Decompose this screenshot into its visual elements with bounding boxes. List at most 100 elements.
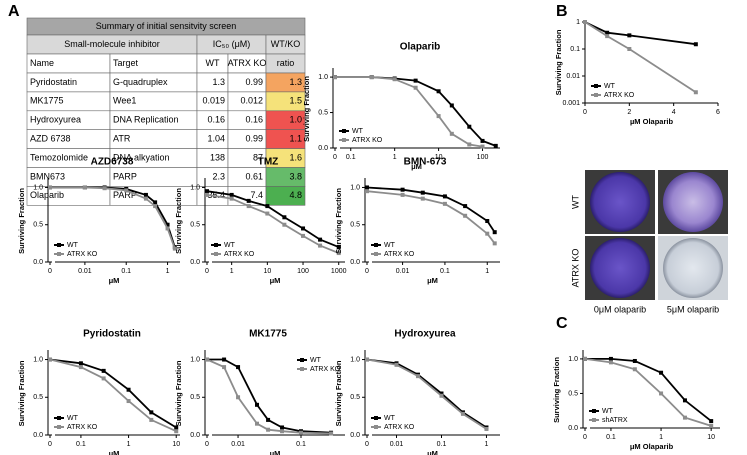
table-cell-text: 2.3 [212, 171, 225, 181]
data-point [205, 192, 209, 197]
series-line [584, 21, 696, 46]
data-point [280, 429, 285, 434]
data-point [265, 211, 270, 216]
data-point [282, 222, 287, 227]
x-tick-label: 1 [485, 268, 489, 275]
table-cell-text: 0.61 [245, 171, 263, 181]
x-tick-label: 0 [583, 434, 587, 441]
table-cell-text: MK1775 [30, 96, 64, 106]
x-tick-label: 0.01 [78, 268, 92, 275]
legend-label: ATRX KO [384, 424, 415, 431]
chart-title: Pyridostatin [83, 329, 141, 340]
data-point [229, 196, 234, 201]
data-point [439, 391, 444, 396]
data-point [102, 186, 107, 191]
y-tick-label: 0.5 [190, 222, 200, 229]
data-point [153, 200, 158, 205]
table-header: IC₅₀ (μM) [213, 39, 251, 49]
series-line [49, 358, 177, 429]
table-cell-text: Wee1 [113, 96, 136, 106]
y-tick-label: 0.5 [190, 394, 200, 401]
chart: 0.0 0.5 1.0 0 0.01 0.1 1 AZD6738 μM Surviving Fra… [17, 157, 180, 285]
data-point [282, 215, 287, 220]
table-cell-text: DNA alkyation [113, 152, 170, 162]
table-cell-text: 4.8 [289, 190, 302, 200]
data-point [420, 196, 425, 201]
data-point [460, 411, 465, 416]
legend-marker [342, 129, 346, 133]
data-point [174, 429, 179, 434]
table-cell-text: 138 [210, 152, 225, 162]
y-tick-label: 1.0 [33, 184, 43, 191]
plate-row-label: WT [570, 195, 580, 209]
legend-marker [300, 358, 304, 362]
data-point [236, 365, 241, 370]
legend-marker [592, 418, 596, 422]
table-column-header: Name [30, 58, 54, 68]
table-cell-text: 3.8 [289, 171, 302, 181]
table-cell-text: 1.0 [289, 115, 302, 125]
legend-label: WT [67, 415, 79, 422]
x-axis-label: μM [270, 449, 281, 455]
series-line [585, 358, 712, 422]
data-point [149, 417, 154, 422]
table-cell-text: Hydroxyurea [30, 115, 81, 125]
table-cell-text: 0.012 [240, 96, 263, 106]
x-axis-label: µM Olaparib [630, 117, 673, 126]
legend-marker [342, 138, 346, 142]
chart: 0.0 0.5 1.0 0 0.01 0.1 1 Hydroxyurea μM Surviving… [334, 329, 500, 455]
data-point [415, 374, 420, 379]
data-point [301, 233, 306, 238]
y-axis-label: Surviving Fraction [174, 360, 183, 426]
data-point [605, 30, 610, 35]
table-column-header: Target [113, 58, 139, 68]
plate [590, 238, 650, 298]
panel-label: B [556, 3, 568, 20]
x-tick-label: 1 [127, 441, 131, 448]
data-point [682, 415, 687, 420]
x-tick-label: 1000 [331, 268, 347, 275]
data-point [449, 103, 454, 108]
legend-label: WT [602, 408, 614, 415]
plate-col-label: 5μM olaparib [667, 304, 719, 314]
data-point [682, 398, 687, 403]
data-point [627, 47, 632, 51]
x-tick-label: 2 [627, 109, 631, 116]
x-tick-label: 0.1 [346, 154, 356, 161]
y-tick-label: 0.0 [33, 259, 43, 266]
data-point [442, 201, 447, 206]
chart: 0.0 0.5 1.0 0 0.1 1 10 Pyridostatin μM Surviving … [17, 329, 180, 455]
data-point [608, 356, 613, 361]
legend-label: WT [384, 242, 396, 249]
y-tick-label: 0.01 [566, 73, 580, 80]
table-cell-text: Pyridostatin [30, 77, 77, 87]
data-point [236, 395, 241, 400]
data-point [467, 124, 472, 129]
x-tick-label: 6 [716, 109, 720, 116]
data-point [318, 237, 323, 242]
x-tick-label: 1 [659, 434, 663, 441]
table-cell-text: 0.99 [245, 134, 263, 144]
series-line [207, 358, 332, 434]
data-point [301, 226, 306, 231]
table-title: Summary of initial sensitvity screen [96, 21, 237, 31]
table-cell-text: 1.04 [207, 134, 225, 144]
data-point [48, 185, 52, 190]
x-tick-label: 0.01 [396, 268, 410, 275]
x-tick-label: 4 [672, 109, 676, 116]
data-point [659, 391, 664, 396]
legend-label: WT [310, 357, 322, 364]
data-point [693, 90, 698, 95]
data-point [246, 198, 251, 203]
data-point [299, 430, 303, 435]
plate [663, 238, 723, 298]
y-tick-label: 0.5 [33, 222, 43, 229]
data-point [485, 219, 490, 223]
y-tick-label: 0.5 [350, 222, 360, 229]
x-tick-label: 0 [583, 109, 587, 116]
series-line [366, 358, 487, 430]
y-tick-label: 0.0 [568, 425, 578, 432]
data-point [608, 360, 613, 365]
data-point [492, 230, 497, 235]
